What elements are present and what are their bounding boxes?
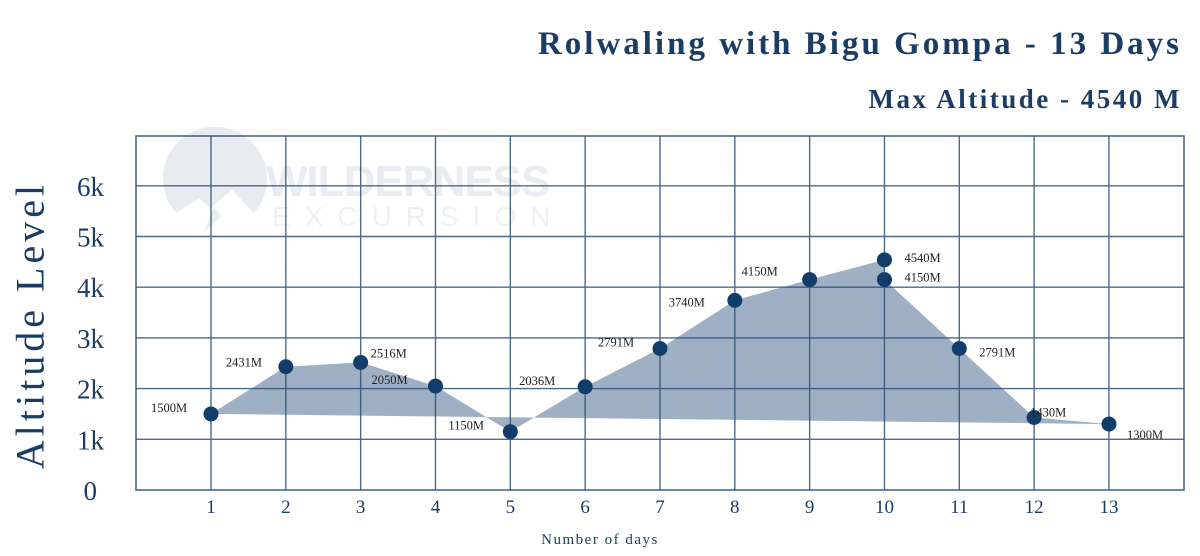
data-point-label: 2516M [371, 346, 407, 360]
data-point-marker [951, 340, 967, 356]
watermark-logo-icon [163, 126, 267, 213]
x-tick-label: 9 [805, 497, 815, 518]
x-tick-label: 3 [356, 497, 366, 518]
x-tick-label: 1 [206, 497, 216, 518]
data-point-label: 1500M [151, 401, 187, 415]
y-tick-label: 1k [77, 425, 105, 455]
x-tick-label: 11 [950, 497, 968, 518]
data-point-label: 2791M [979, 345, 1015, 359]
plot-border [135, 135, 1185, 491]
data-point-marker [876, 272, 892, 288]
x-tick-label: 4 [431, 497, 441, 518]
x-tick-label: 2 [281, 497, 291, 518]
x-tick-label: 5 [506, 497, 516, 518]
y-tick-label: 3k [77, 324, 105, 354]
x-axis-ticks: 1 2 3 4 5 6 7 8 9 10 11 12 13 [206, 497, 1118, 518]
chart-title: Rolwaling with Bigu Gompa - 13 Days [537, 26, 1182, 62]
x-tick-label: 12 [1025, 497, 1044, 518]
data-point-label: 2036M [519, 374, 555, 388]
data-point-label: 2431M [226, 356, 262, 370]
y-tick-label: 4k [77, 273, 105, 303]
data-point-marker [876, 252, 892, 268]
x-tick-label: 8 [730, 497, 740, 518]
data-point-label: 4150M [742, 265, 778, 279]
watermark-arrow-icon [204, 208, 222, 232]
data-point-label: 1300M [1127, 428, 1163, 442]
x-tick-label: 13 [1099, 497, 1118, 518]
data-point-label: 4540M [904, 251, 940, 265]
data-point-marker [502, 424, 518, 440]
data-point-marker [203, 406, 219, 422]
y-tick-label: 5k [77, 223, 105, 253]
chart-subtitle: Max Altitude - 4540 M [868, 84, 1182, 114]
data-point-label: 2791M [598, 335, 634, 349]
data-point-marker [802, 272, 818, 288]
x-tick-label: 6 [580, 497, 590, 518]
y-tick-label: 2k [77, 375, 105, 405]
x-tick-label: 7 [655, 497, 665, 518]
watermark-text-2: EXCURSION [272, 201, 564, 232]
watermark-text-1: WILDERNESS [266, 157, 549, 206]
x-axis-label: Number of days [541, 532, 659, 548]
data-point-label: 1430M [1030, 405, 1066, 419]
data-point-label: 4150M [904, 271, 940, 285]
data-point-marker [353, 354, 369, 370]
data-point-marker [427, 378, 443, 394]
data-point-marker [727, 292, 743, 308]
y-tick-label: 6k [77, 172, 105, 202]
watermark: WILDERNESS EXCURSION [163, 126, 564, 232]
data-point-marker [278, 359, 294, 375]
data-point-marker [1026, 409, 1042, 425]
data-point-marker [652, 340, 668, 356]
data-point-marker [577, 379, 593, 395]
y-tick-label: 0 [84, 476, 98, 506]
data-point-label: 2050M [371, 373, 407, 387]
data-point-marker [1101, 416, 1117, 432]
data-labels: 1500M 2431M 2516M 2050M 1150M 2036M 2791M 3740M… [151, 251, 1163, 442]
x-tick-label: 10 [875, 497, 894, 518]
data-point-label: 1150M [448, 419, 484, 433]
data-point-label: 3740M [669, 295, 705, 309]
data-markers [203, 252, 1117, 440]
y-axis-ticks: 0 1k 2k 3k 4k 5k 6k [77, 172, 105, 506]
